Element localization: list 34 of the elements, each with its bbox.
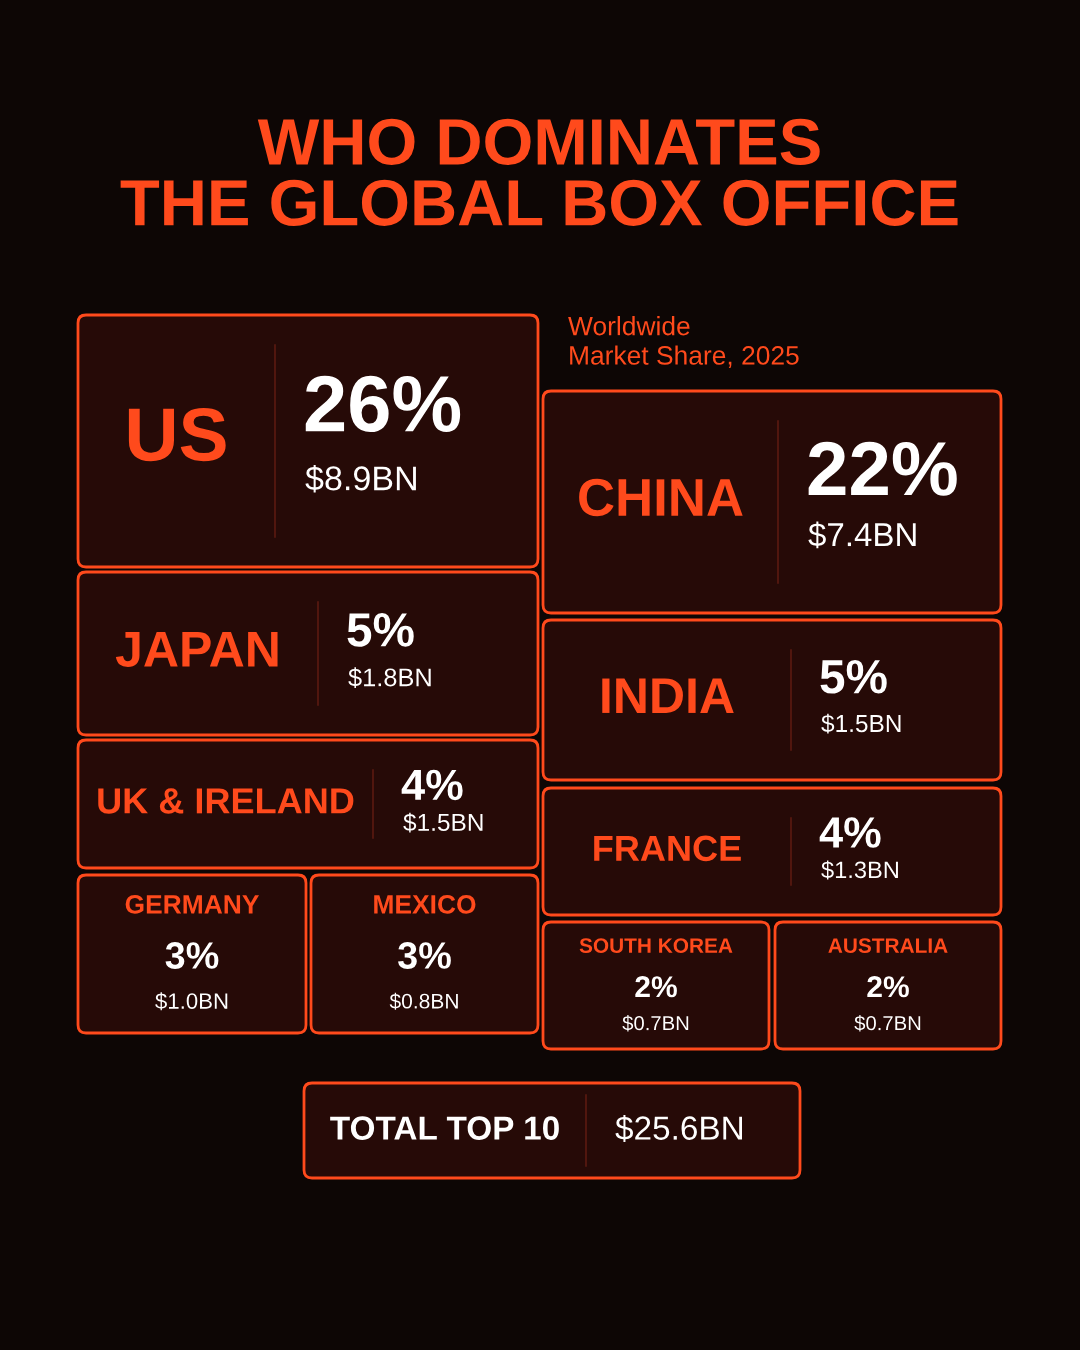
data-label: 3%: [165, 942, 219, 969]
category-label: CHINA: [579, 478, 743, 517]
data-label: $0.7BN: [622, 1015, 689, 1032]
data-label: $0.8BN: [389, 992, 458, 1010]
data-label: $1.0BN: [155, 992, 228, 1011]
data-label: 26%: [305, 375, 461, 433]
text: Worldwide Market Share, 2025: [568, 316, 799, 368]
data-label: $7.4BN: [808, 521, 916, 549]
data-label: 3%: [398, 942, 451, 969]
category-label: SOUTH KOREA: [579, 938, 733, 953]
data-label: 5%: [820, 659, 887, 694]
data-label: $1.5BN: [821, 713, 901, 734]
data-label: $1.8BN: [348, 667, 431, 688]
text: TOTAL TOP 10: [330, 1116, 559, 1140]
data-label: 22%: [808, 441, 957, 496]
category-label: INDIA: [602, 678, 734, 713]
data-label: $1.5BN: [403, 812, 483, 833]
category-label: US: [128, 408, 226, 462]
text: $25.6BN: [615, 1114, 742, 1142]
data-label: 5%: [347, 613, 414, 647]
category-label: AUSTRALIA: [828, 938, 948, 953]
data-label: $0.7BN: [854, 1015, 921, 1032]
data-label: $8.9BN: [305, 464, 416, 493]
data-label: 4%: [819, 817, 881, 848]
text: WHO DOMINATES THE GLOBAL BOX OFFICE: [120, 118, 958, 226]
data-label: 4%: [401, 769, 463, 801]
category-label: JAPAN: [115, 632, 278, 667]
data-label: $1.3BN: [821, 860, 898, 880]
category-label: UK & IRELAND: [98, 788, 354, 814]
category-label: MEXICO: [374, 895, 476, 914]
category-label: GERMANY: [125, 895, 260, 914]
category-label: FRANCE: [594, 835, 741, 862]
data-label: 2%: [867, 976, 909, 998]
data-label: 2%: [635, 976, 677, 998]
